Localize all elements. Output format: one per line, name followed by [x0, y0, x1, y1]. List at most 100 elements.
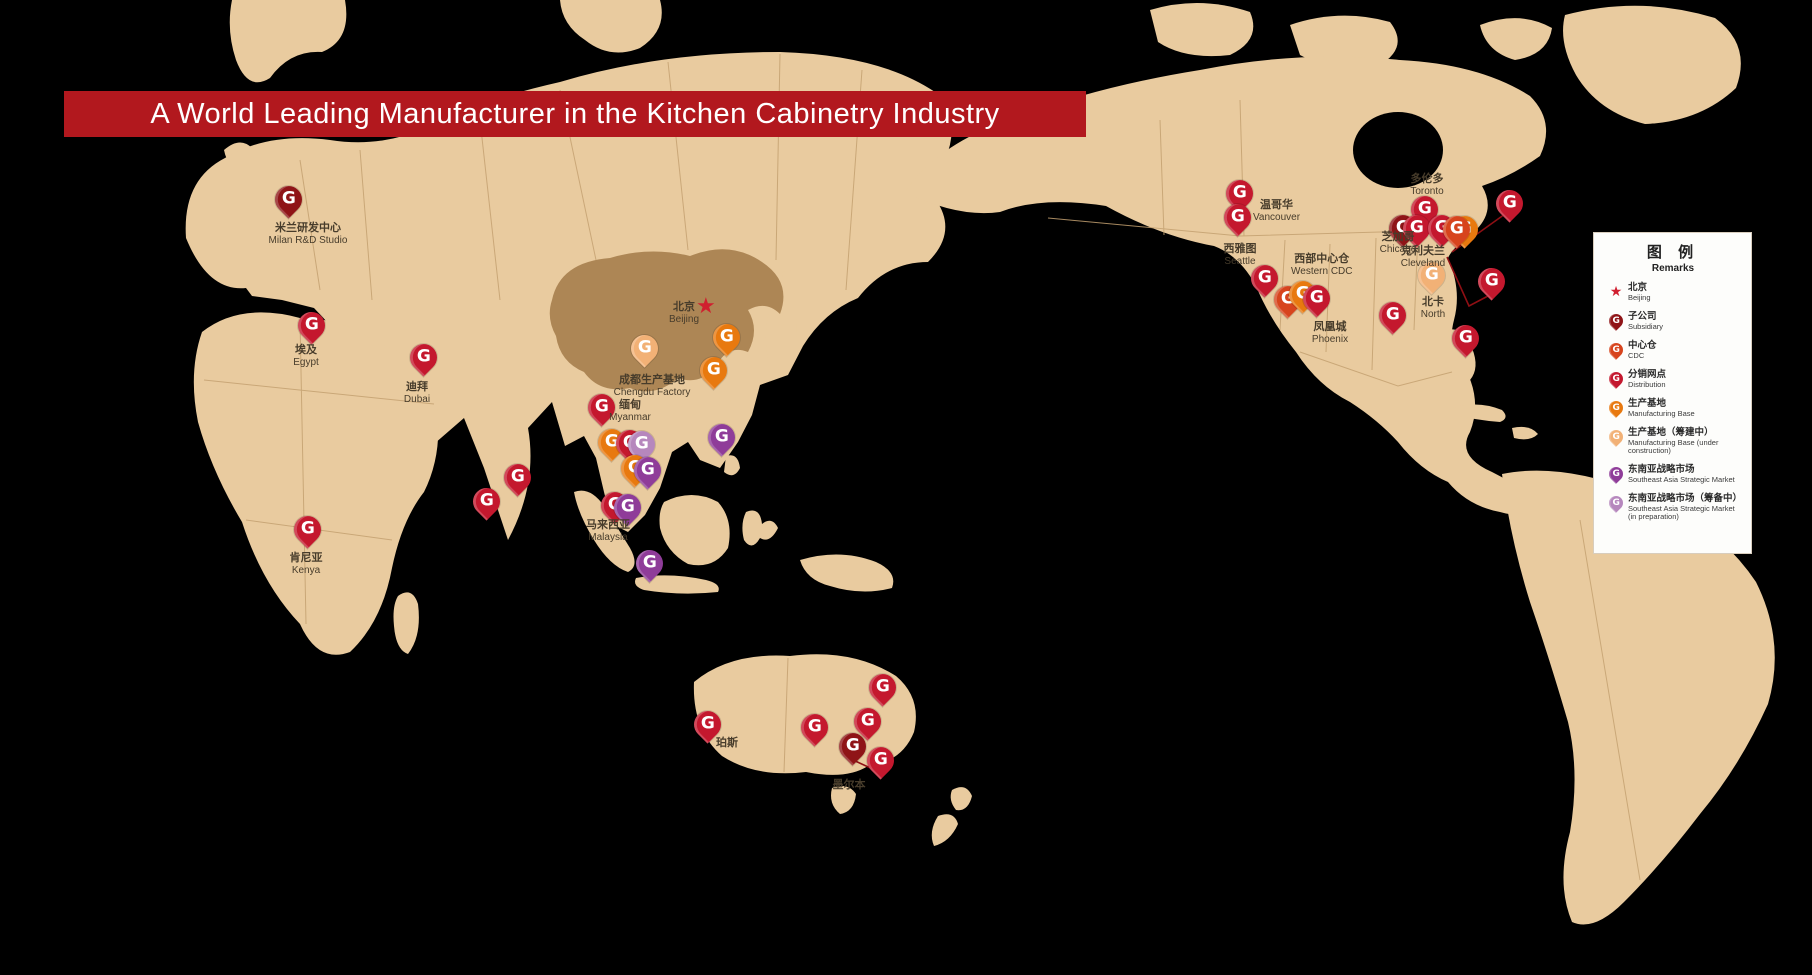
- legend-item-distribution: G 分销网点 Distribution: [1604, 368, 1742, 390]
- location-name-en: Chicago: [1379, 243, 1417, 255]
- pin-letter-g: G: [1484, 270, 1498, 291]
- beijing-star-icon: ★: [696, 293, 716, 318]
- pin-letter-g: G: [845, 735, 859, 756]
- legend-item-text: 分销网点 Distribution: [1628, 368, 1742, 390]
- legend-rows: ★ 北京 Beijing G 子公司 Subsidiary G 中心仓 CDC G 分销网点 Dist…: [1604, 282, 1743, 522]
- legend-pin-icon: G: [1604, 463, 1628, 485]
- legend-label-en: Distribution: [1628, 380, 1666, 390]
- title-banner-text: A World Leading Manufacturer in the Kitc…: [150, 97, 1000, 130]
- title-banner: A World Leading Manufacturer in the Kitc…: [64, 91, 1086, 137]
- pin-letter-g: G: [620, 496, 634, 517]
- map-location-label: 芝加哥 Chicago: [1380, 231, 1417, 255]
- pin-letter-g: G: [637, 337, 651, 358]
- location-name-zh: 成都生产基地: [619, 374, 685, 386]
- legend-item-text: 子公司 Subsidiary: [1628, 310, 1742, 332]
- legend-label-en: CDC: [1628, 351, 1645, 361]
- pin-icon-sea-market-prep: G: [1606, 492, 1626, 513]
- pin-letter-g: G: [807, 716, 821, 737]
- legend-pin-icon: G: [1604, 492, 1628, 514]
- legend-pin-icon: G: [1604, 426, 1628, 448]
- location-name-zh: 迪拜: [405, 381, 428, 393]
- legend-item-sea-market: G 东南亚战略市场 Southeast Asia Strategic Market: [1604, 463, 1742, 485]
- pin-letter-g: G: [1612, 402, 1620, 413]
- location-name-zh: 肯尼亚: [289, 552, 323, 564]
- legend-label-en: Subsidiary: [1628, 322, 1664, 332]
- location-name-zh: 马来西亚: [586, 519, 630, 531]
- legend-item-cdc: G 中心仓 CDC: [1604, 339, 1742, 361]
- pin-letter-g: G: [860, 710, 874, 731]
- location-name-zh: 埃及: [294, 344, 317, 356]
- location-name-en: Beijing: [668, 313, 700, 325]
- legend-item-text: 东南亚战略市场（筹备中） Southeast Asia Strategic Mar…: [1628, 492, 1743, 522]
- map-location-label: 西部中心仓 Western CDC: [1291, 253, 1353, 277]
- map-location-label: 埃及 Egypt: [293, 344, 319, 368]
- pin-letter-g: G: [510, 466, 524, 487]
- map-location-label: 北京 Beijing: [669, 301, 699, 325]
- location-name-en: Seattle: [1224, 255, 1256, 267]
- location-name-zh: 西雅图: [1223, 243, 1257, 255]
- location-name-en: Western CDC: [1291, 265, 1353, 277]
- location-name-en: Egypt: [293, 356, 319, 368]
- legend-label-zh: 中心仓: [1628, 339, 1657, 351]
- location-name-zh: 北京: [673, 301, 695, 313]
- pin-letter-g: G: [700, 713, 714, 734]
- pin-letter-g: G: [1612, 373, 1620, 384]
- location-name-zh: 珀斯: [716, 737, 738, 749]
- map-location-label: 米兰研发中心 Milan R&D Studio: [269, 222, 348, 246]
- map-location-label: 迪拜 Dubai: [404, 381, 430, 405]
- legend-pin-icon: G: [1604, 368, 1628, 390]
- legend-panel: 图 例 Remarks ★ 北京 Beijing G 子公司 Subsidiary G 中心仓…: [1593, 232, 1752, 554]
- legend-pin-icon: G: [1604, 339, 1628, 361]
- legend-item-text: 生产基地（筹建中） Manufacturing Base (under const…: [1628, 426, 1742, 456]
- location-name-en: Vancouver: [1253, 211, 1301, 223]
- pin-icon-cdc: G: [1606, 339, 1626, 360]
- pin-letter-g: G: [642, 552, 656, 573]
- location-name-en: Myanmar: [609, 411, 651, 423]
- legend-item-sea-market-prep: G 东南亚战略市场（筹备中） Southeast Asia Strategic Ma…: [1604, 492, 1743, 522]
- pin-letter-g: G: [304, 314, 318, 335]
- pin-icon-sea-market: G: [1606, 463, 1626, 484]
- china-highlight-region: [549, 249, 784, 392]
- pin-letter-g: G: [875, 676, 889, 697]
- location-name-en: North: [1420, 308, 1446, 320]
- pin-letter-g: G: [706, 359, 720, 380]
- pin-letter-g: G: [281, 188, 295, 209]
- legend-pin-icon: G: [1604, 310, 1628, 332]
- location-name-zh: 温哥华: [1260, 199, 1294, 211]
- pin-letter-g: G: [719, 326, 733, 347]
- pin-letter-g: G: [1612, 344, 1620, 355]
- legend-label-en: Southeast Asia Strategic Market (in prep…: [1628, 504, 1735, 522]
- legend-label-en: Southeast Asia Strategic Market: [1628, 475, 1735, 485]
- pin-letter-g: G: [873, 749, 887, 770]
- pin-icon-manufacturing-prep: G: [1606, 426, 1626, 447]
- location-name-zh: 北卡: [1421, 296, 1444, 308]
- legend-item-text: 生产基地 Manufacturing Base: [1628, 397, 1742, 419]
- location-name-zh: 凤凰城: [1313, 321, 1347, 333]
- legend-label-zh: 生产基地（筹建中）: [1628, 426, 1714, 438]
- legend-label-en: Beijing: [1628, 293, 1651, 303]
- legend-label-zh: 子公司: [1628, 310, 1657, 322]
- pin-letter-g: G: [1458, 327, 1472, 348]
- legend-label-zh: 分销网点: [1628, 368, 1667, 380]
- connector-line: [1446, 256, 1489, 308]
- star-icon: ★: [1609, 283, 1623, 299]
- legend-item-beijing: ★ 北京 Beijing: [1604, 282, 1742, 303]
- map-location-label: 墨尔本: [833, 779, 866, 792]
- pin-letter-g: G: [1612, 431, 1620, 442]
- location-name-zh: 克利夫兰: [1400, 245, 1445, 257]
- legend-item-text: 北京 Beijing: [1628, 282, 1742, 303]
- legend-label-en: Manufacturing Base: [1628, 409, 1695, 419]
- location-name-en: Malaysia: [588, 531, 628, 543]
- legend-label-zh: 东南亚战略市场（筹备中）: [1628, 492, 1743, 504]
- legend-label-en: Manufacturing Base (under construction): [1628, 438, 1719, 456]
- location-name-en: Toronto: [1410, 185, 1444, 197]
- pin-letter-g: G: [1502, 192, 1516, 213]
- pin-letter-g: G: [1385, 304, 1399, 325]
- legend-label-zh: 生产基地: [1628, 397, 1667, 409]
- map-location-label: 克利夫兰 Cleveland: [1401, 245, 1445, 269]
- legend-star-icon: ★: [1604, 283, 1628, 298]
- legend-item-text: 东南亚战略市场 Southeast Asia Strategic Market: [1628, 464, 1742, 485]
